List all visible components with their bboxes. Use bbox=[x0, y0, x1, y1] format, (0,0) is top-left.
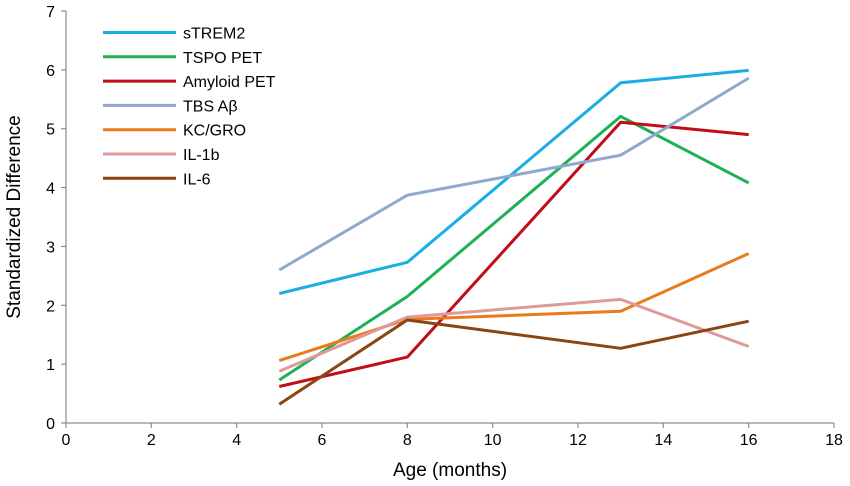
x-tick-label: 0 bbox=[62, 432, 71, 449]
legend-label-tspo-pet: TSPO PET bbox=[183, 50, 262, 67]
x-tick-label: 14 bbox=[654, 432, 672, 449]
legend-label-il-1b: IL-1b bbox=[183, 147, 220, 164]
x-tick-label: 10 bbox=[484, 432, 502, 449]
x-tick-label: 6 bbox=[318, 432, 327, 449]
y-tick-label: 4 bbox=[46, 181, 55, 198]
legend-label-tbs-a: TBS Aβ bbox=[183, 98, 238, 115]
series-layer bbox=[278, 68, 750, 406]
series-line-amyloid-pet bbox=[278, 120, 749, 388]
legend-label-strem2: sTREM2 bbox=[183, 26, 245, 43]
series-line-tspo-pet bbox=[278, 114, 750, 382]
y-tick-label: 5 bbox=[46, 122, 55, 139]
y-axis-label: Standardized Difference bbox=[4, 115, 25, 319]
x-tick-label: 4 bbox=[232, 432, 241, 449]
series-line-il-1b bbox=[278, 297, 750, 373]
legend-label-il-6: IL-6 bbox=[183, 171, 211, 188]
x-tick-label: 12 bbox=[569, 432, 587, 449]
series-line-tbs-a bbox=[278, 76, 750, 272]
y-tick-label: 3 bbox=[46, 239, 55, 256]
series-line-kc-gro bbox=[278, 252, 750, 363]
y-tick-label: 7 bbox=[46, 4, 55, 21]
x-tick-label: 8 bbox=[403, 432, 412, 449]
y-tick-label: 6 bbox=[46, 63, 55, 80]
x-axis-label: Age (months) bbox=[393, 460, 507, 481]
x-tick-label: 18 bbox=[825, 432, 843, 449]
series-line-strem2 bbox=[278, 68, 749, 295]
y-tick-label: 2 bbox=[46, 298, 55, 315]
legend-label-kc-gro: KC/GRO bbox=[183, 123, 246, 140]
y-tick-label: 0 bbox=[46, 416, 55, 433]
x-tick-label: 16 bbox=[740, 432, 758, 449]
y-tick-label: 1 bbox=[46, 357, 55, 374]
legend-label-amyloid-pet: Amyloid PET bbox=[183, 74, 276, 91]
x-tick-label: 2 bbox=[147, 432, 156, 449]
series-line-il-6 bbox=[278, 318, 750, 406]
legend: sTREM2 TSPO PET Amyloid PET TBS Aβ KC/GRO IL-… bbox=[103, 26, 276, 188]
